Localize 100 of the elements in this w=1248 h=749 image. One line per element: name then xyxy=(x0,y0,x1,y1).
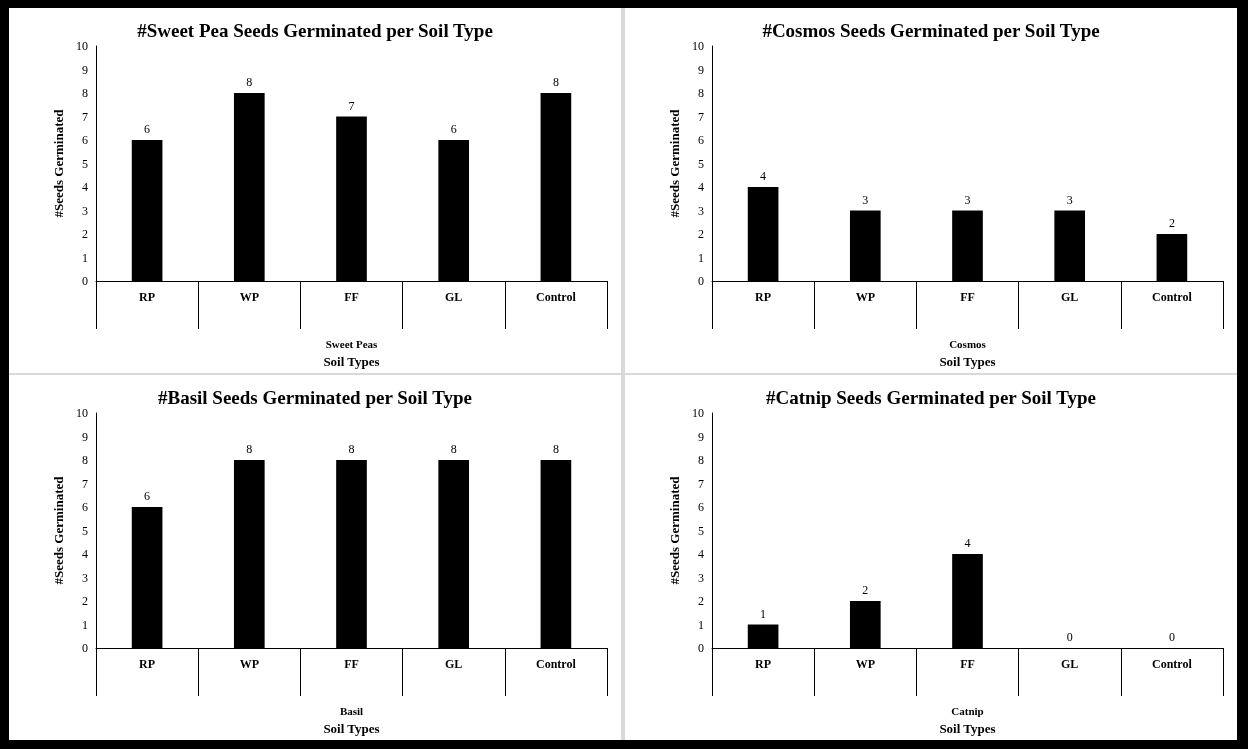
y-tick-label: 2 xyxy=(698,594,704,608)
y-tick-label: 4 xyxy=(82,180,88,194)
chart-title: #Catnip Seeds Germinated per Soil Type xyxy=(766,387,1096,408)
data-label: 2 xyxy=(1168,216,1175,230)
data-label: 8 xyxy=(246,442,253,456)
data-label: 0 xyxy=(1168,630,1175,644)
y-tick-label: 3 xyxy=(698,570,704,585)
x-tick-label: FF xyxy=(344,290,359,304)
x-axis-title: Soil Types xyxy=(323,354,380,369)
x-tick-label: FF xyxy=(344,657,359,671)
y-tick-label: 1 xyxy=(82,617,88,632)
y-tick-label: 4 xyxy=(82,547,88,561)
y-tick-label: 0 xyxy=(698,274,704,288)
x-axis-title: Soil Types xyxy=(323,721,380,736)
data-label: 0 xyxy=(1066,630,1073,644)
y-tick-label: 4 xyxy=(698,547,704,561)
data-label: 4 xyxy=(964,536,971,550)
text: Cosmos xyxy=(949,337,987,350)
y-tick-label: 10 xyxy=(692,39,704,53)
x-tick-label: GL xyxy=(445,290,463,304)
x-tick-label: GL xyxy=(1061,657,1079,671)
x-axis-title: Soil Types xyxy=(939,721,996,736)
data-label: 6 xyxy=(450,122,457,136)
data-label: 7 xyxy=(348,98,355,113)
text: Catnip xyxy=(951,704,984,717)
x-tick-label: RP xyxy=(755,290,772,304)
x-tick-label: Control xyxy=(536,657,577,671)
data-label: 1 xyxy=(760,606,767,621)
x-tick-label: WP xyxy=(239,657,259,671)
x-tick-label: Control xyxy=(1152,290,1193,304)
data-label: 8 xyxy=(246,75,253,89)
y-tick-label: 2 xyxy=(82,594,88,608)
y-tick-label: 8 xyxy=(82,86,88,100)
x-tick-label: GL xyxy=(1061,290,1079,304)
data-label: 8 xyxy=(552,442,559,456)
y-tick-label: 6 xyxy=(698,133,704,147)
y-tick-label: 6 xyxy=(82,500,88,514)
y-tick-label: 7 xyxy=(698,476,704,491)
data-label: 2 xyxy=(862,583,869,597)
x-tick-label: RP xyxy=(139,657,156,671)
data-label: 8 xyxy=(552,75,559,89)
y-tick-label: 10 xyxy=(692,406,704,420)
y-tick-label: 9 xyxy=(82,62,88,77)
chart-title: #Sweet Pea Seeds Germinated per Soil Type xyxy=(137,20,493,41)
y-tick-label: 8 xyxy=(698,86,704,100)
data-label: 3 xyxy=(964,192,971,207)
y-tick-label: 10 xyxy=(76,406,88,420)
x-tick-label: WP xyxy=(239,290,259,304)
y-tick-label: 1 xyxy=(82,250,88,265)
y-tick-label: 0 xyxy=(82,274,88,288)
y-tick-label: 5 xyxy=(698,523,704,538)
y-tick-label: 7 xyxy=(82,476,88,491)
x-tick-label: FF xyxy=(960,657,975,671)
y-tick-label: 9 xyxy=(698,429,704,444)
y-tick-label: 8 xyxy=(82,453,88,467)
data-label: 6 xyxy=(144,489,151,503)
y-tick-label: 6 xyxy=(698,500,704,514)
x-tick-label: Control xyxy=(536,290,577,304)
y-tick-label: 2 xyxy=(82,227,88,241)
y-tick-label: 5 xyxy=(698,156,704,171)
y-axis-title: #Seeds Germinated xyxy=(667,108,683,218)
data-label: 3 xyxy=(1066,192,1073,207)
x-axis-title: Soil Types xyxy=(939,354,996,369)
x-tick-label: FF xyxy=(960,290,975,304)
y-tick-label: 3 xyxy=(82,570,88,585)
text: Basil xyxy=(339,704,364,717)
y-tick-label: 1 xyxy=(698,617,704,632)
data-label: 8 xyxy=(450,442,457,456)
y-tick-label: 5 xyxy=(82,156,88,171)
y-tick-label: 8 xyxy=(698,453,704,467)
y-tick-label: 10 xyxy=(76,39,88,53)
x-tick-label: WP xyxy=(855,657,875,671)
data-label: 6 xyxy=(144,122,151,136)
y-tick-label: 4 xyxy=(698,180,704,194)
data-label: 8 xyxy=(348,442,355,456)
y-tick-label: 7 xyxy=(698,109,704,124)
y-tick-label: 9 xyxy=(82,429,88,444)
x-tick-label: WP xyxy=(855,290,875,304)
y-axis-title: #Seeds Germinated xyxy=(51,108,67,218)
y-tick-label: 3 xyxy=(698,203,704,218)
y-axis-title: #Seeds Germinated xyxy=(51,475,67,585)
y-tick-label: 1 xyxy=(698,250,704,265)
chart-title: #Basil Seeds Germinated per Soil Type xyxy=(157,387,473,408)
y-tick-label: 6 xyxy=(82,133,88,147)
y-tick-label: 3 xyxy=(82,203,88,218)
data-label: 3 xyxy=(862,192,869,207)
data-label: 4 xyxy=(760,169,767,183)
x-tick-label: GL xyxy=(445,657,463,671)
y-tick-label: 9 xyxy=(698,62,704,77)
y-tick-label: 7 xyxy=(82,109,88,124)
text: Sweet Peas xyxy=(325,337,379,350)
x-tick-label: RP xyxy=(755,657,772,671)
y-tick-label: 5 xyxy=(82,523,88,538)
x-tick-label: RP xyxy=(139,290,156,304)
chart-title: #Cosmos Seeds Germinated per Soil Type xyxy=(762,20,1100,41)
y-tick-label: 0 xyxy=(82,641,88,655)
y-tick-label: 2 xyxy=(698,227,704,241)
x-tick-label: Control xyxy=(1152,657,1193,671)
y-tick-label: 0 xyxy=(698,641,704,655)
y-axis-title: #Seeds Germinated xyxy=(667,475,683,585)
